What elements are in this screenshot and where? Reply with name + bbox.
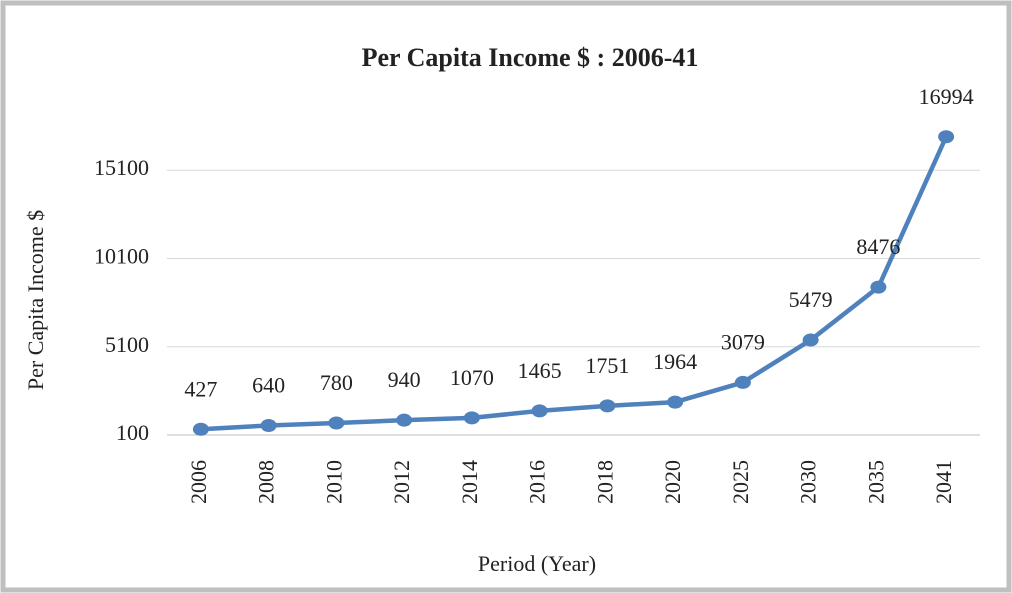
data-point (802, 333, 819, 347)
data-point (599, 399, 616, 413)
y-axis-label: Per Capita Income $ (23, 210, 48, 390)
data-label: 1070 (450, 365, 494, 390)
data-label: 940 (388, 367, 421, 392)
x-tick-label: 2008 (254, 460, 279, 504)
data-point (938, 130, 955, 144)
data-point (328, 416, 345, 430)
data-point (463, 411, 480, 425)
x-tick-label: 2035 (863, 460, 888, 504)
data-label: 16994 (919, 84, 974, 109)
x-tick-label: 2012 (389, 460, 414, 504)
data-label: 1964 (653, 349, 697, 374)
x-tick-label: 2041 (931, 460, 956, 504)
data-point (870, 280, 887, 294)
x-tick-label: 2025 (728, 460, 753, 504)
data-point (531, 404, 548, 418)
x-tick-label: 2010 (321, 460, 346, 504)
data-label: 8476 (856, 234, 900, 259)
x-tick-label: 2016 (525, 460, 550, 504)
data-label: 427 (184, 376, 217, 401)
x-tick-label: 2030 (796, 460, 821, 504)
data-label: 640 (252, 373, 285, 398)
x-tick-label: 2014 (457, 460, 482, 504)
x-tick-label: 2006 (186, 460, 211, 504)
y-tick-label: 15100 (94, 155, 149, 180)
data-point (192, 422, 209, 436)
x-axis-label: Period (Year) (478, 551, 596, 576)
data-point (396, 413, 413, 427)
y-tick-label: 5100 (105, 332, 149, 357)
data-label: 1465 (518, 358, 562, 383)
line-series (200, 135, 949, 432)
data-point (734, 375, 751, 389)
y-tick-label: 10100 (94, 244, 149, 269)
chart-title: Per Capita Income $ : 2006-41 (362, 43, 699, 72)
data-label: 3079 (721, 329, 765, 354)
x-tick-label: 2018 (592, 460, 617, 504)
data-label: 5479 (789, 287, 833, 312)
data-label: 780 (320, 370, 353, 395)
data-point (260, 418, 277, 432)
data-label: 1751 (585, 353, 629, 378)
data-point (667, 395, 684, 409)
x-tick-label: 2020 (660, 460, 685, 504)
y-tick-label: 100 (116, 420, 149, 445)
